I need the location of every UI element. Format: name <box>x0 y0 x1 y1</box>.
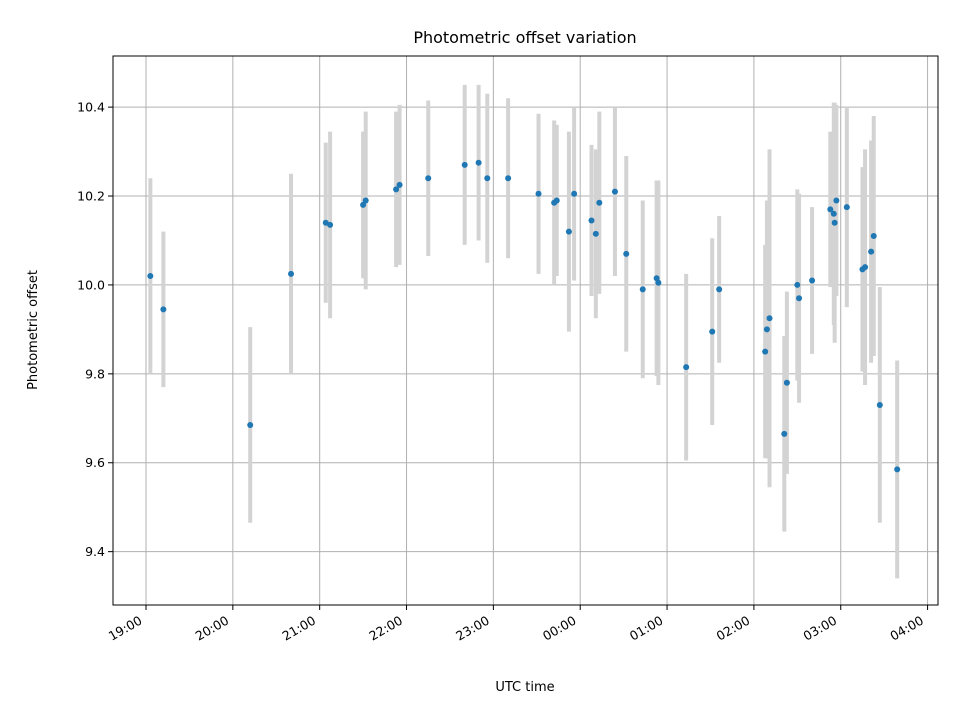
data-point <box>592 230 599 237</box>
data-point <box>809 277 816 284</box>
y-tick-label: 9.6 <box>85 455 105 470</box>
data-point <box>362 197 369 204</box>
grid <box>113 56 938 605</box>
data-point <box>611 188 618 195</box>
data-point <box>288 270 295 277</box>
data-point <box>870 233 877 240</box>
data-point <box>535 190 542 197</box>
data-point <box>596 199 603 206</box>
data-point <box>831 219 838 226</box>
data-point <box>425 175 432 182</box>
y-tick-label: 9.8 <box>85 366 105 381</box>
data-point <box>894 466 901 473</box>
data-point <box>763 326 770 333</box>
data-point <box>862 264 869 271</box>
data-point <box>716 286 723 293</box>
data-point <box>360 201 367 208</box>
data-points <box>147 159 901 473</box>
data-point <box>475 159 482 166</box>
data-point <box>783 379 790 386</box>
data-point <box>827 206 834 213</box>
y-tick-label: 10.2 <box>77 189 105 204</box>
data-point <box>876 401 883 408</box>
data-point <box>843 204 850 211</box>
data-point <box>247 421 254 428</box>
data-point <box>553 197 560 204</box>
chart-title: Photometric offset variation <box>413 28 636 47</box>
y-tick-label: 10.0 <box>77 277 105 292</box>
plot-frame <box>112 55 939 606</box>
data-point <box>868 248 875 255</box>
data-point <box>571 190 578 197</box>
data-point <box>833 197 840 204</box>
y-tick-label: 10.4 <box>77 100 105 115</box>
data-point <box>655 279 662 286</box>
data-point <box>796 295 803 302</box>
y-tick-label: 9.4 <box>85 544 105 559</box>
data-point <box>766 315 773 322</box>
data-point <box>505 175 512 182</box>
data-point <box>396 181 403 188</box>
data-point <box>639 286 646 293</box>
data-point <box>393 186 400 193</box>
y-axis-label: Photometric offset <box>26 270 41 390</box>
data-point <box>683 364 690 371</box>
data-point <box>147 273 154 280</box>
data-point <box>327 221 334 228</box>
data-point <box>623 250 630 257</box>
data-point <box>461 161 468 168</box>
data-point <box>484 175 491 182</box>
data-point <box>762 348 769 355</box>
data-point <box>588 217 595 224</box>
data-point <box>160 306 167 313</box>
data-point <box>794 281 801 288</box>
data-point <box>565 228 572 235</box>
data-point <box>709 328 716 335</box>
data-point <box>830 210 837 217</box>
x-axis-label: UTC time <box>495 680 554 695</box>
data-point <box>781 430 788 437</box>
